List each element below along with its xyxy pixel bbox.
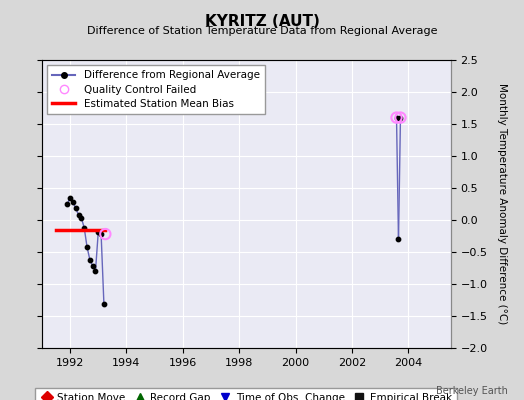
Point — [66, 194, 74, 201]
Point — [94, 228, 103, 235]
Point — [392, 114, 401, 121]
Point — [91, 268, 100, 274]
Point — [100, 301, 108, 308]
Point — [63, 201, 71, 207]
Y-axis label: Monthly Temperature Anomaly Difference (°C): Monthly Temperature Anomaly Difference (… — [497, 83, 507, 325]
Point — [394, 236, 402, 242]
Point — [85, 256, 94, 263]
Point — [101, 231, 110, 237]
Point — [74, 212, 83, 218]
Point — [80, 224, 89, 231]
Text: Difference of Station Temperature Data from Regional Average: Difference of Station Temperature Data f… — [87, 26, 437, 36]
Point — [69, 199, 77, 205]
Point — [72, 205, 80, 212]
Text: Berkeley Earth: Berkeley Earth — [436, 386, 508, 396]
Legend: Station Move, Record Gap, Time of Obs. Change, Empirical Break: Station Move, Record Gap, Time of Obs. C… — [35, 388, 457, 400]
Text: KYRITZ (AUT): KYRITZ (AUT) — [204, 14, 320, 29]
Point — [396, 114, 405, 121]
Point — [89, 263, 97, 269]
Point — [77, 215, 85, 221]
Point — [396, 114, 405, 121]
Point — [83, 244, 91, 250]
Point — [392, 114, 401, 121]
Point — [97, 231, 105, 237]
